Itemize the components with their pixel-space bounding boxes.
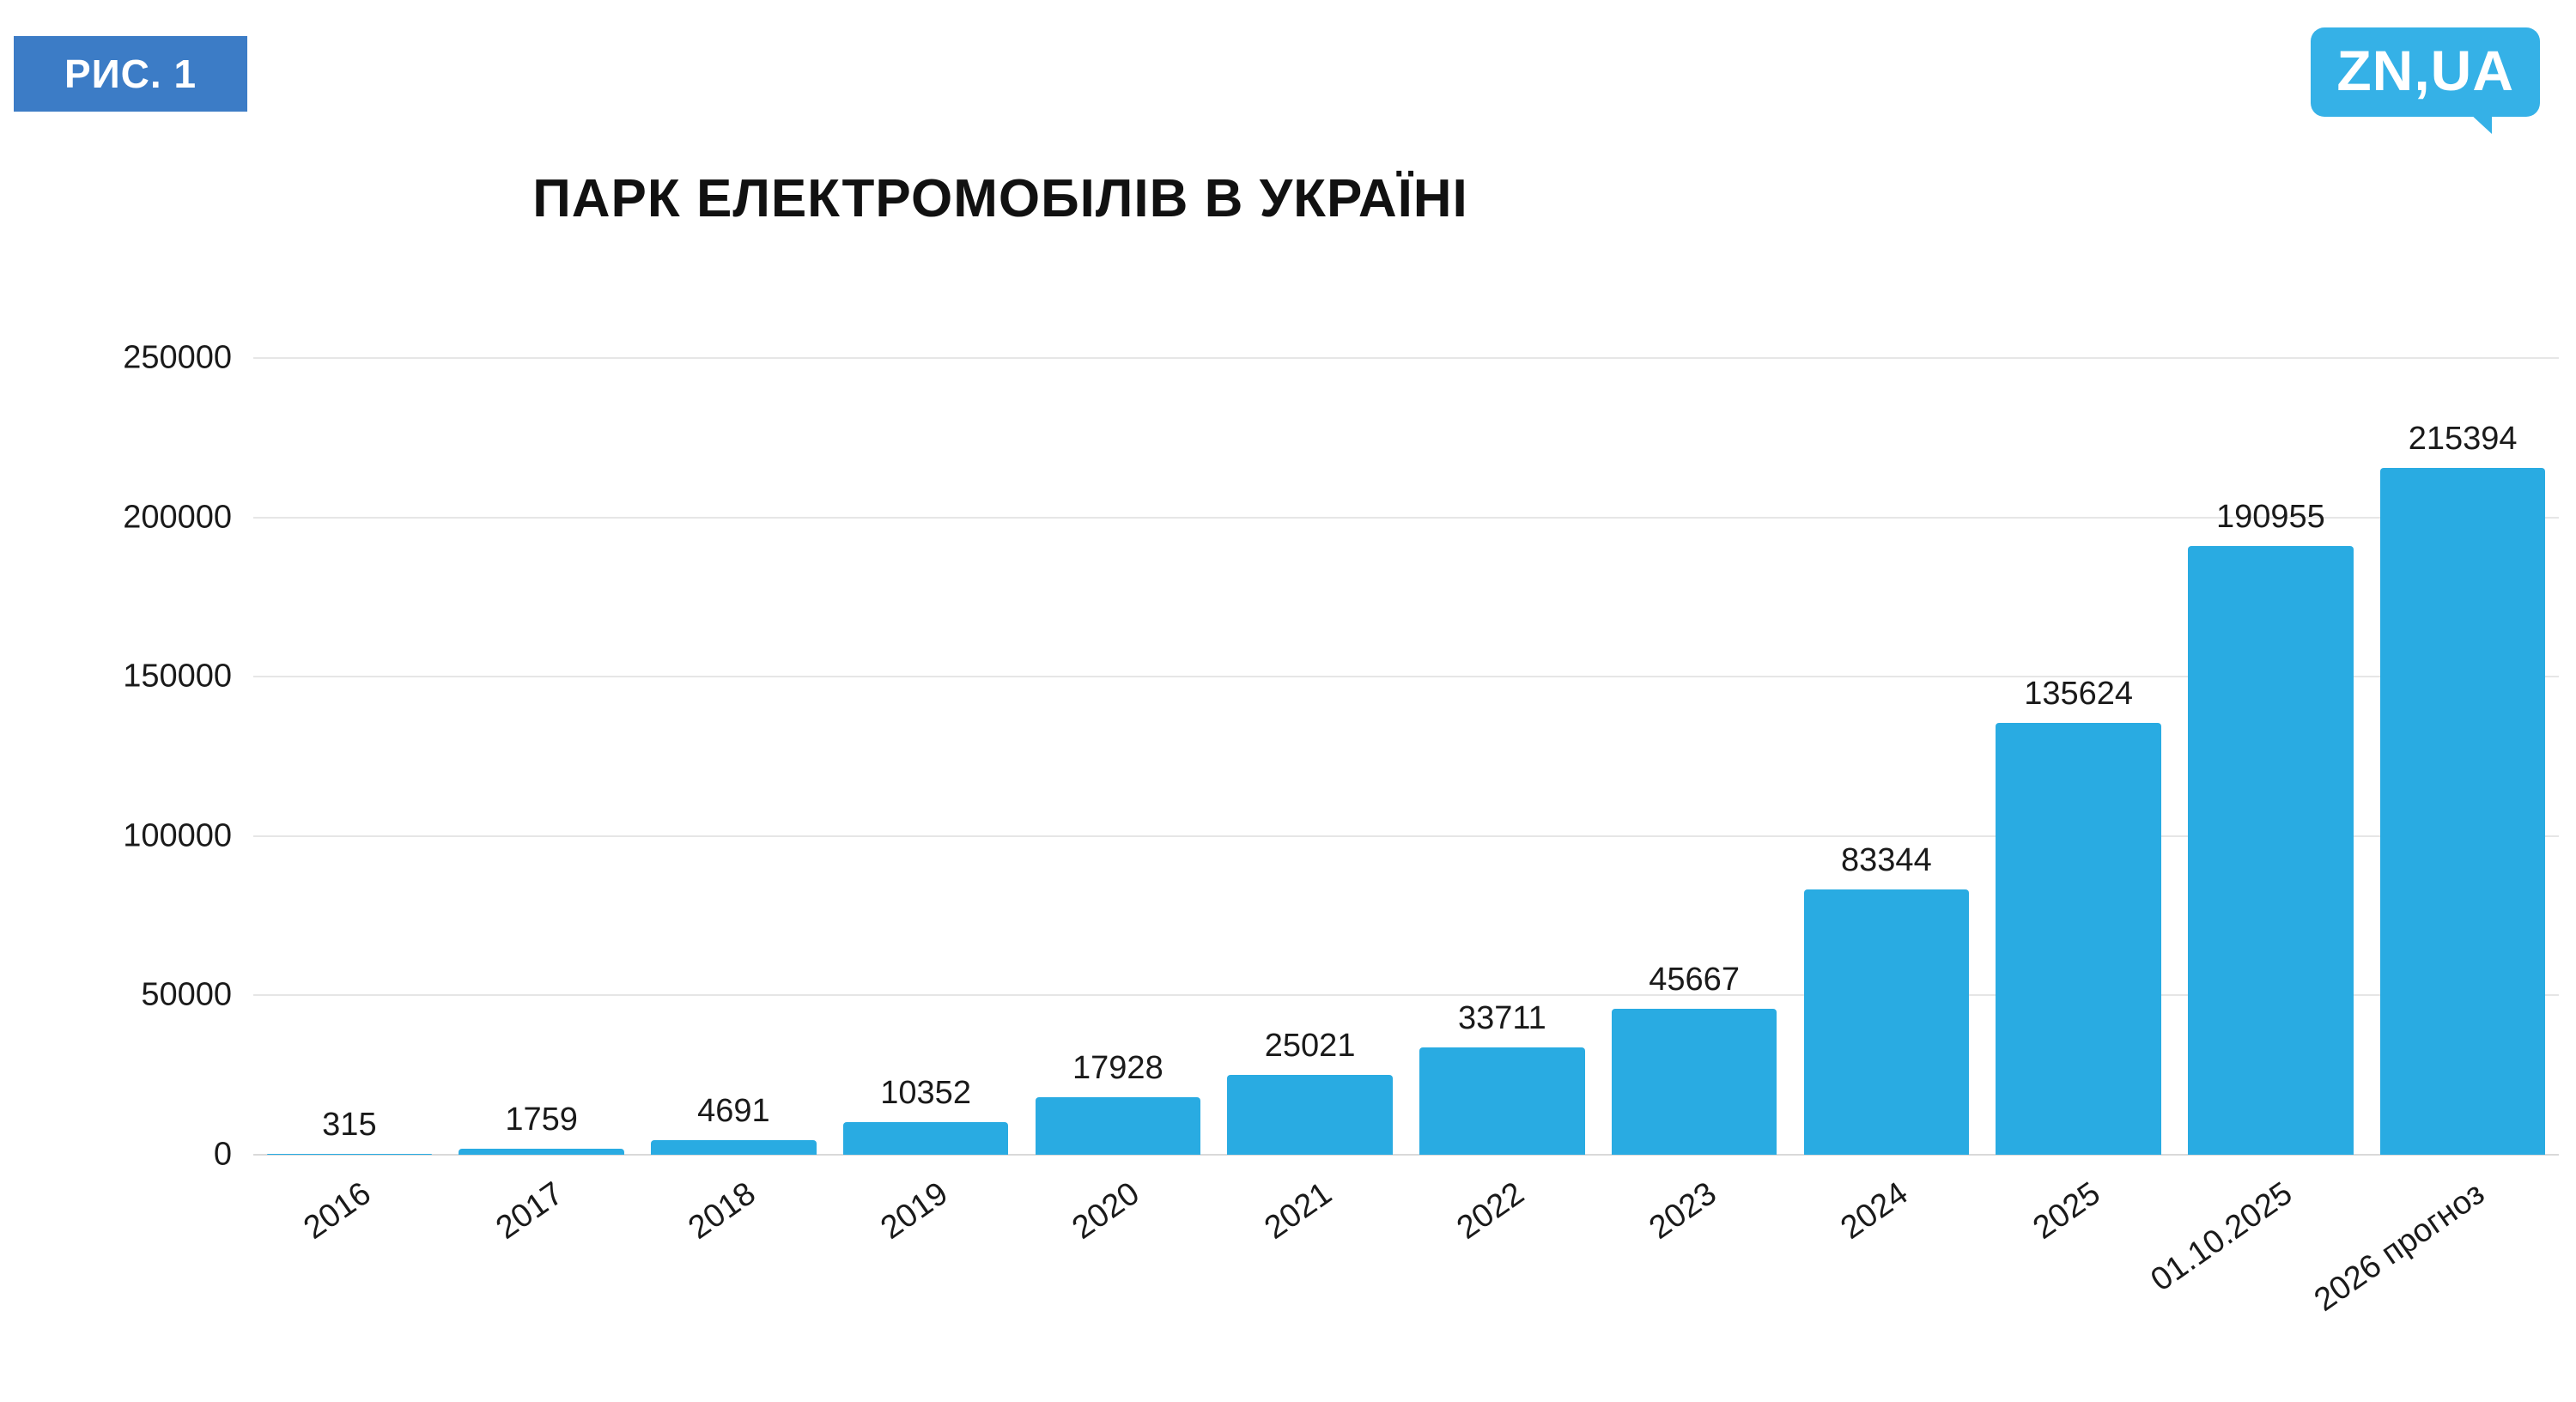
y-tick-label-0: 0 bbox=[213, 1136, 232, 1173]
gridline-200000 bbox=[253, 516, 2559, 519]
bar-2026 прогноз bbox=[2379, 468, 2546, 1155]
bars-layer: 315 1759 4691 10352 17928 25021 33711 45667 8334… bbox=[253, 358, 2559, 1155]
bar-value-label: 33711 bbox=[1457, 999, 1546, 1036]
gridline-150000 bbox=[253, 676, 2559, 678]
bar-value-label: 315 bbox=[322, 1106, 377, 1143]
bar-2023 bbox=[1611, 1009, 1777, 1155]
bar-01.10.2025 bbox=[2188, 546, 2354, 1155]
y-tick-label-250000: 250000 bbox=[123, 339, 232, 376]
x-label-slot-01.10.2025: 01.10.2025 bbox=[2145, 1163, 2367, 1369]
x-tick-label: 2023 bbox=[1642, 1175, 1723, 1247]
x-tick-label: 2019 bbox=[873, 1175, 955, 1247]
bar-2017 bbox=[459, 1149, 624, 1155]
y-tick-label-100000: 100000 bbox=[123, 817, 232, 854]
bar-value-label: 10352 bbox=[880, 1074, 971, 1111]
gridline-0 bbox=[253, 1154, 2559, 1156]
bar-2019 bbox=[842, 1121, 1009, 1155]
x-tick-label: 2020 bbox=[1066, 1175, 1146, 1247]
bar-2021 bbox=[1227, 1075, 1393, 1155]
bar-2025 bbox=[1996, 722, 2161, 1155]
x-label-slot-2025: 2025 bbox=[1983, 1163, 2175, 1369]
bar-2022 bbox=[1419, 1047, 1585, 1155]
x-label-slot-2020: 2020 bbox=[1022, 1163, 1214, 1369]
figure-label-badge: РИС. 1 bbox=[14, 36, 247, 112]
x-label-slot-2023: 2023 bbox=[1598, 1163, 1790, 1369]
logo-text: ZN,UA bbox=[2336, 39, 2514, 102]
x-label-slot-2024: 2024 bbox=[1790, 1163, 1983, 1369]
x-tick-label: 2017 bbox=[489, 1175, 570, 1247]
figure-label: РИС. 1 bbox=[64, 52, 197, 96]
bar-slot-2025: 135624 bbox=[1983, 358, 2175, 1155]
x-axis-labels: 2016 2017 2018 2019 2020 2021 2022 2023 2024 2025… bbox=[253, 1163, 2559, 1369]
gridline-100000 bbox=[253, 835, 2559, 837]
x-tick-label: 2021 bbox=[1258, 1175, 1339, 1247]
bar-value-label: 45667 bbox=[1649, 962, 1740, 998]
bar-slot-2020: 17928 bbox=[1022, 358, 1214, 1155]
gridline-250000 bbox=[253, 357, 2559, 359]
bar-slot-2021: 25021 bbox=[1214, 358, 1406, 1155]
bar-value-label: 17928 bbox=[1072, 1050, 1163, 1087]
x-label-slot-2018: 2018 bbox=[638, 1163, 830, 1369]
x-tick-label: 2018 bbox=[682, 1175, 762, 1247]
bar-value-label: 190955 bbox=[2215, 499, 2325, 536]
bar-value-label: 4691 bbox=[697, 1092, 770, 1129]
x-label-slot-2019: 2019 bbox=[829, 1163, 1022, 1369]
bar-slot-2016: 315 bbox=[253, 358, 446, 1155]
x-label-slot-2017: 2017 bbox=[446, 1163, 638, 1369]
bar-value-label: 215394 bbox=[2408, 421, 2518, 458]
bar-slot-2018: 4691 bbox=[638, 358, 830, 1155]
bar-slot-2023: 45667 bbox=[1598, 358, 1790, 1155]
y-tick-label-50000: 50000 bbox=[141, 976, 232, 1013]
x-label-slot-2021: 2021 bbox=[1214, 1163, 1406, 1369]
plot-area: 315 1759 4691 10352 17928 25021 33711 45667 8334… bbox=[253, 357, 2559, 1156]
zn-ua-logo: ZN,UA bbox=[2311, 27, 2540, 134]
x-label-slot-2016: 2016 bbox=[253, 1163, 446, 1369]
chart-title: ПАРК ЕЛЕКТРОМОБІЛІВ В УКРАЇНІ bbox=[532, 169, 1468, 228]
bar-value-label: 25021 bbox=[1264, 1028, 1356, 1065]
x-tick-label: 2022 bbox=[1450, 1175, 1531, 1247]
bar-slot-2019: 10352 bbox=[829, 358, 1022, 1155]
bar-value-label: 83344 bbox=[1841, 841, 1932, 878]
bar-2024 bbox=[1803, 889, 1970, 1155]
bar-2018 bbox=[651, 1139, 817, 1155]
x-label-slot-2026 прогноз: 2026 прогноз bbox=[2308, 1163, 2559, 1369]
y-tick-label-150000: 150000 bbox=[123, 658, 232, 695]
bar-slot-2017: 1759 bbox=[446, 358, 638, 1155]
bar-slot-01.10.2025: 190955 bbox=[2175, 358, 2367, 1155]
y-tick-label-200000: 200000 bbox=[123, 499, 232, 536]
y-axis-labels: 0 50000 100000 150000 200000 250000 bbox=[0, 340, 232, 1173]
gridline-50000 bbox=[253, 994, 2559, 997]
bar-slot-2022: 33711 bbox=[1406, 358, 1599, 1155]
x-label-slot-2022: 2022 bbox=[1406, 1163, 1599, 1369]
bar-value-label: 135624 bbox=[2024, 675, 2134, 712]
x-tick-label: 2025 bbox=[2026, 1175, 2107, 1247]
x-tick-label: 2024 bbox=[1834, 1175, 1915, 1247]
bar-2016 bbox=[266, 1153, 433, 1155]
bar-2020 bbox=[1035, 1097, 1201, 1155]
bar-slot-2024: 83344 bbox=[1790, 358, 1983, 1155]
bar-value-label: 1759 bbox=[505, 1102, 578, 1138]
bar-slot-2026 прогноз: 215394 bbox=[2366, 358, 2559, 1155]
x-tick-label: 2016 bbox=[297, 1175, 378, 1247]
